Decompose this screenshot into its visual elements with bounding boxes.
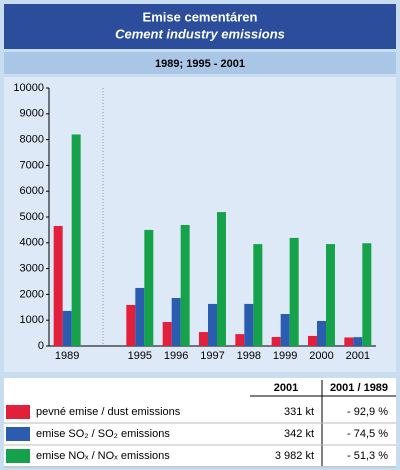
legend-label: emise NOₓ / NOₓ emissions (36, 450, 170, 462)
y-tick-label: 9000 (20, 108, 44, 120)
legend-swatch (6, 449, 30, 463)
bar (289, 237, 299, 346)
header-band (4, 4, 396, 49)
bar (62, 310, 72, 346)
bar (362, 243, 372, 346)
bar (180, 224, 190, 346)
x-tick-label: 1997 (200, 350, 224, 362)
legend-swatch (6, 427, 30, 441)
table-header: 2001 (274, 382, 298, 394)
bar (171, 298, 181, 346)
bar (126, 304, 136, 346)
x-tick-label: 2000 (309, 350, 333, 362)
period: 1989; 1995 - 2001 (155, 58, 245, 70)
period-band (4, 52, 396, 74)
y-tick-label: 3000 (20, 263, 44, 275)
legend-label: pevné emise / dust emissions (36, 406, 181, 418)
bar (235, 334, 245, 346)
bar (280, 314, 290, 346)
bar (317, 320, 326, 346)
y-tick-label: 2000 (20, 288, 44, 300)
y-tick-label: 5000 (20, 211, 44, 223)
x-tick-label: 1998 (237, 350, 261, 362)
legend-swatch (6, 405, 30, 419)
y-tick-label: 10000 (13, 82, 44, 94)
legend-label: emise SO₂ / SO₂ emissions (36, 428, 170, 440)
y-tick-label: 7000 (20, 159, 44, 171)
bar (344, 337, 354, 346)
bar (326, 244, 335, 346)
bar (199, 332, 208, 346)
bar (144, 229, 154, 346)
x-tick-label: 1999 (273, 350, 297, 362)
y-tick-label: 6000 (20, 185, 44, 197)
x-tick-label: 1995 (128, 350, 152, 362)
bar (353, 337, 363, 346)
chart-title: Emise cementáren (143, 9, 258, 24)
bar (135, 287, 145, 346)
table-cell: 342 kt (284, 428, 314, 440)
bar (244, 303, 254, 346)
bar (162, 322, 172, 346)
y-tick-label: 4000 (20, 237, 44, 249)
table-cell: 3 982 kt (275, 450, 314, 462)
table-header: 2001 / 1989 (330, 382, 388, 394)
x-tick-label: 2001 (346, 350, 370, 362)
chart-subtitle: Cement industry emissions (115, 26, 285, 41)
table-cell: 331 kt (284, 406, 314, 418)
bar (271, 336, 281, 346)
bar (53, 226, 63, 346)
bar (253, 244, 263, 346)
table-cell: - 51,3 % (347, 450, 388, 462)
y-tick-label: 8000 (20, 134, 44, 146)
bar (208, 303, 217, 346)
bar (71, 134, 81, 346)
table-cell: - 92,9 % (347, 406, 388, 418)
x-tick-label: 1996 (164, 350, 188, 362)
table-panel (4, 378, 396, 466)
y-tick-label: 1000 (20, 314, 44, 326)
x-tick-label: 1989 (55, 350, 79, 362)
y-tick-label: 0 (38, 340, 44, 352)
table-cell: - 74,5 % (347, 428, 388, 440)
bar (308, 335, 317, 346)
bar (217, 212, 226, 346)
